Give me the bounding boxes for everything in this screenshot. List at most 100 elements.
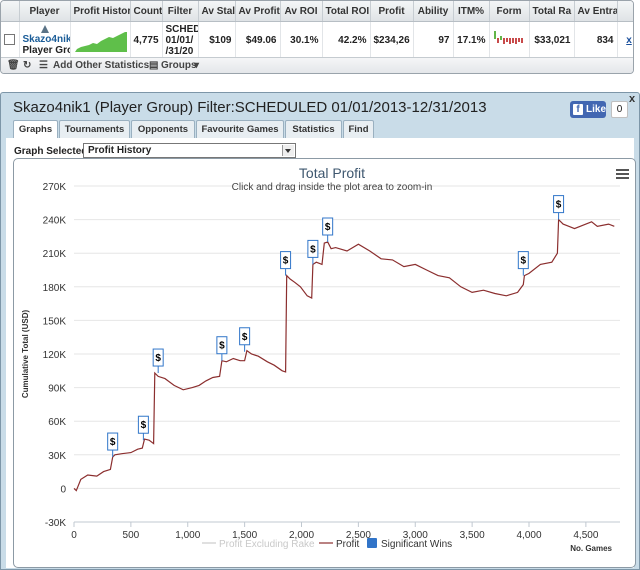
x-tick-label: 1,500 xyxy=(232,530,257,541)
y-tick-label: 0 xyxy=(60,484,66,495)
table-row: Skazo4nik Player Grou 4,775 SCHEDUL 01/0… xyxy=(1,21,633,59)
header-row: Player Profit Histor Count Filter Av Sta… xyxy=(1,1,633,22)
x-tick-label: 2,000 xyxy=(289,530,314,541)
col-header-total-rake[interactable]: Total Ra xyxy=(529,1,575,22)
significant-win-marker xyxy=(322,217,334,236)
x-tick-label: 500 xyxy=(123,530,140,541)
chevron-down-icon[interactable]: ▾ xyxy=(194,60,200,71)
stats-panel: Player Profit Histor Count Filter Av Sta… xyxy=(0,0,634,74)
total-rake-cell: $33,021 xyxy=(529,21,575,59)
y-tick-label: 150K xyxy=(43,316,67,327)
col-header-av-profit[interactable]: Av Profit xyxy=(235,1,281,22)
x-tick-label: 1,000 xyxy=(175,530,200,541)
filter-line: /31/20 xyxy=(165,45,194,57)
tab-statistics[interactable]: Statistics xyxy=(285,120,342,138)
graphs-panel: Graph Selected: Profit History -30K 0 30K 6… xyxy=(6,138,636,568)
y-axis-label: Cumulative Total (USD) xyxy=(21,310,30,399)
col-header-ability[interactable]: Ability xyxy=(413,1,454,22)
col-header-count[interactable]: Count xyxy=(130,1,163,22)
tab-favourite-games[interactable]: Favourite Games xyxy=(196,120,284,138)
significant-win-label: $ xyxy=(141,420,147,431)
significant-win-marker xyxy=(517,251,529,270)
col-header-profit[interactable]: Profit xyxy=(370,1,414,22)
tab-graphs[interactable]: Graphs xyxy=(13,120,58,139)
av-stake-cell: $109 xyxy=(198,21,236,59)
significant-win-marker xyxy=(307,239,319,258)
col-header-av-entrants[interactable]: Av Entra xyxy=(574,1,618,22)
av-profit-cell: $49.06 xyxy=(235,21,281,59)
col-header-itm[interactable]: ITM% xyxy=(453,1,490,22)
trash-icon[interactable]: 🗑 xyxy=(7,60,20,71)
close-icon[interactable]: x xyxy=(629,93,636,105)
col-header-av-roi[interactable]: Av ROI xyxy=(280,1,323,22)
chart-menu-icon[interactable] xyxy=(616,169,629,179)
player-group-icon xyxy=(40,24,49,33)
row-checkbox[interactable] xyxy=(4,34,16,46)
filter-line: SCHEDUL xyxy=(165,23,198,35)
groups-button[interactable]: Groups xyxy=(161,60,197,71)
significant-win-label: $ xyxy=(110,437,116,448)
col-header-player[interactable]: Player xyxy=(19,1,71,22)
significant-win-marker xyxy=(280,251,292,270)
add-other-statistics-button[interactable]: Add Other Statistics xyxy=(53,60,150,71)
y-tick-label: 270K xyxy=(43,182,67,193)
significant-win-label: $ xyxy=(521,256,527,267)
x-tick-label: 2,500 xyxy=(346,530,371,541)
chart-title: Total Profit xyxy=(299,165,365,181)
col-header-filter[interactable]: Filter xyxy=(162,1,199,22)
facebook-icon: f xyxy=(573,104,583,115)
total-roi-cell: 42.2% xyxy=(322,21,371,59)
legend-label-excluding-rake: Profit Excluding Rake xyxy=(219,539,315,550)
remove-row-button[interactable]: x xyxy=(617,21,633,59)
tab-tournaments[interactable]: Tournaments xyxy=(59,120,130,138)
player-cell[interactable]: Skazo4nik Player Grou xyxy=(19,21,71,59)
profit-chart[interactable]: -30K 0 30K 60K 90K 120K 150K 180K 210K 240K 270K 0 5… xyxy=(14,159,635,567)
significant-win-marker xyxy=(553,195,565,214)
y-tick-label: 180K xyxy=(43,283,67,294)
col-header-total-roi[interactable]: Total ROI xyxy=(322,1,371,22)
tab-find[interactable]: Find xyxy=(343,120,374,138)
sparkline-chart xyxy=(74,32,127,52)
x-tick-label: 0 xyxy=(71,530,77,541)
profit-series-line xyxy=(73,218,615,492)
refresh-icon[interactable]: ↻ xyxy=(23,60,32,71)
y-tick-label: 90K xyxy=(48,384,66,395)
significant-win-marker xyxy=(107,432,119,451)
legend-label-significant-wins: Significant Wins xyxy=(381,539,452,550)
chevron-down-icon[interactable] xyxy=(282,145,294,156)
col-header-profit-history[interactable]: Profit Histor xyxy=(70,1,131,22)
filter-cell: SCHEDUL 01/01/ /31/20 xyxy=(162,21,199,59)
col-header-select xyxy=(1,1,20,22)
y-tick-label: 240K xyxy=(43,216,67,227)
profit-cell: $234,26 xyxy=(370,21,414,59)
add-stats-icon[interactable]: ☰ xyxy=(39,60,48,71)
count-cell: 4,775 xyxy=(130,21,163,59)
like-count: 0 xyxy=(611,101,628,118)
significant-win-label: $ xyxy=(556,200,562,211)
legend-label-profit: Profit xyxy=(336,539,360,550)
x-tick-label: 4,500 xyxy=(573,530,598,541)
player-name[interactable]: Skazo4nik xyxy=(22,33,70,45)
groups-icon[interactable]: ▤ xyxy=(149,60,159,71)
graph-selected-label: Graph Selected: xyxy=(14,146,91,157)
row-select-cell xyxy=(1,21,20,59)
facebook-like-button[interactable]: f Like xyxy=(570,101,606,118)
graph-select[interactable]: Profit History xyxy=(83,143,296,158)
stats-table: Player Profit Histor Count Filter Av Sta… xyxy=(1,1,633,59)
av-entrants-cell: 834 xyxy=(574,21,618,59)
col-header-form[interactable]: Form xyxy=(489,1,530,22)
significant-win-marker xyxy=(239,327,251,346)
y-tick-label: 210K xyxy=(43,249,67,260)
form-bars xyxy=(493,31,523,44)
significant-win-label: $ xyxy=(219,341,225,352)
col-header-av-stake[interactable]: Av Stal xyxy=(198,1,236,22)
col-header-remove xyxy=(617,1,633,22)
form-cell xyxy=(489,21,530,59)
significant-win-label: $ xyxy=(325,222,331,233)
x-tick-label: 3,000 xyxy=(403,530,428,541)
chart-container: -30K 0 30K 60K 90K 120K 150K 180K 210K 240K 270K 0 5… xyxy=(13,158,636,568)
tab-opponents[interactable]: Opponents xyxy=(131,120,195,138)
significant-win-marker xyxy=(216,336,228,355)
itm-cell: 17.1% xyxy=(453,21,490,59)
legend-swatch-significant-wins xyxy=(367,538,377,548)
